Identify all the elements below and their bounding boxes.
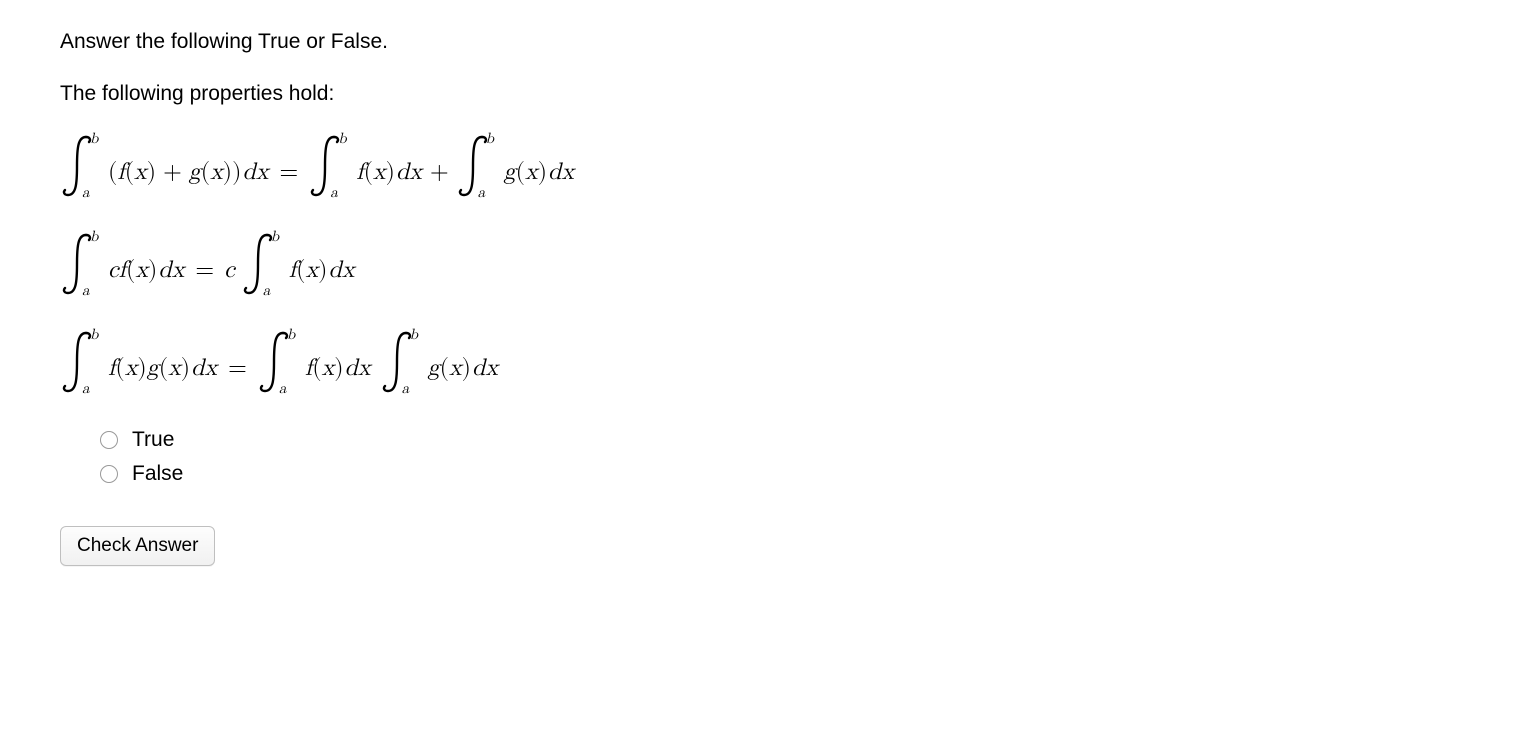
prompt-instruction: Answer the following True or False.	[60, 30, 1458, 54]
option-false[interactable]: False	[100, 462, 1458, 486]
integral-sign: b a	[60, 232, 108, 296]
option-true-label: True	[132, 428, 174, 452]
integral-sign: b a	[257, 330, 305, 394]
integral-sign: b a	[60, 134, 108, 198]
integral-sign: b a	[456, 134, 504, 198]
answer-options: True False	[100, 428, 1458, 486]
option-true[interactable]: True	[100, 428, 1458, 452]
option-false-label: False	[132, 462, 183, 486]
integral-sign: b a	[308, 134, 356, 198]
radio-icon	[100, 465, 118, 483]
check-answer-button[interactable]: Check Answer	[60, 526, 215, 566]
integral-sign: b a	[380, 330, 428, 394]
equation-sum-rule: b a ( f (x) + g (x) ) dx = b a f (x) dx …	[60, 134, 1458, 198]
integral-sign: b a	[241, 232, 289, 296]
radio-icon	[100, 431, 118, 449]
equation-product-claim: b a f (x) g (x) dx = b a f (x) dx	[60, 330, 1458, 394]
integral-sign: b a	[60, 330, 108, 394]
equation-constant-multiple: b a c f (x) dx = c b a f (x) dx	[60, 232, 1458, 296]
prompt-properties: The following properties hold:	[60, 82, 1458, 106]
